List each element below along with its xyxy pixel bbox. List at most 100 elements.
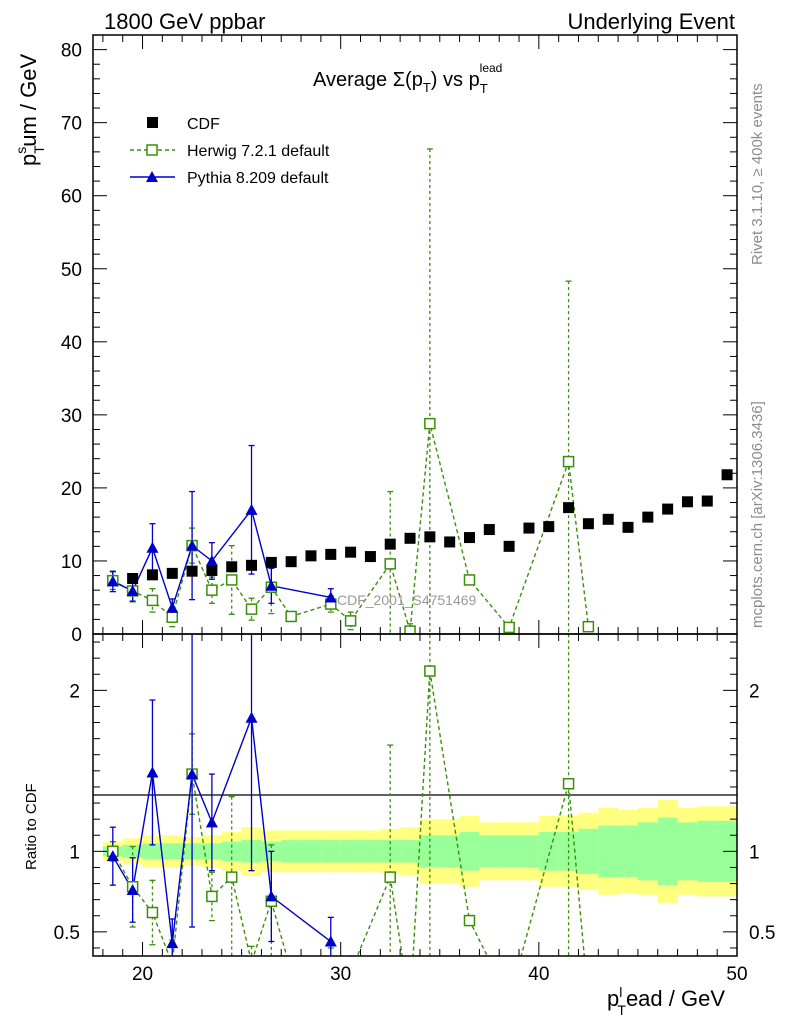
band-inner-bin: [360, 840, 381, 863]
pythia-point: [324, 591, 337, 603]
bands: [102, 799, 737, 903]
herwig-ratio-point: [405, 1003, 415, 1013]
band-inner-bin: [538, 832, 559, 871]
xlabel-sub: T: [617, 1002, 626, 1018]
herwig-point: [562, 455, 575, 468]
cdf-point: [384, 538, 396, 550]
herwig-point: [344, 615, 357, 627]
band-inner-bin: [439, 835, 460, 868]
herwig-point: [582, 620, 595, 633]
cdf-point: [463, 532, 475, 544]
cdf-point: [721, 469, 733, 481]
band-inner-bin: [598, 825, 619, 878]
cdf-point: [206, 564, 218, 576]
title-part-sub2: T: [480, 81, 488, 96]
title-part-vs: vs p: [437, 69, 479, 91]
title-part-sub: T: [423, 80, 431, 95]
y-tick-label: 10: [61, 552, 82, 573]
cdf-point: [681, 496, 693, 508]
herwig-ratio-point: [583, 996, 593, 1006]
cdf-point: [662, 503, 674, 515]
pythia-point: [205, 554, 218, 566]
band-inner-bin: [162, 843, 183, 860]
herwig-point: [225, 574, 238, 586]
band-inner-bin: [301, 840, 321, 863]
cdf-point: [186, 565, 198, 577]
ratio-tick-label-right: 0.5: [749, 923, 775, 944]
herwig-ratio-point: [463, 914, 476, 927]
legend-label-herwig: Herwig 7.2.1 default: [187, 143, 330, 160]
pythia-ratio-point: [205, 816, 218, 828]
cdf-point: [285, 556, 297, 568]
herwig-ratio-point: [247, 957, 257, 967]
herwig-point: [245, 603, 258, 615]
legend-marker-pythia: [146, 171, 158, 182]
pythia-point: [106, 575, 119, 587]
band-inner-bin: [657, 817, 678, 886]
cdf-point: [602, 513, 614, 525]
ratio-tick-label-right: 2: [749, 681, 760, 702]
xlabel-rest: ead / GeV: [626, 986, 725, 1011]
cdf-point: [701, 495, 713, 507]
cdf-point: [364, 551, 376, 563]
cdf-point: [127, 572, 139, 584]
side-label-rivet: Rivet 3.1.10, ≥ 400k events: [749, 83, 766, 265]
band-inner-bin: [677, 822, 698, 881]
band-inner-bin: [340, 840, 361, 863]
cdf-point: [146, 569, 158, 581]
y-tick-label: 80: [61, 41, 82, 62]
ratio-tick-label-left: 1: [69, 842, 80, 863]
cdf-point: [404, 532, 416, 544]
cdf-point: [483, 524, 495, 536]
title-part-a: Average: [313, 69, 393, 91]
y-tick-label: 20: [61, 479, 82, 500]
pythia-ratio-point: [126, 883, 139, 895]
pythia-ratio-point: [265, 890, 278, 902]
herwig-point: [463, 574, 476, 586]
ylabel-rest: um / GeV: [16, 54, 41, 147]
herwig-point: [206, 584, 218, 596]
y-tick-label: 0: [71, 625, 82, 646]
pythia-ratio-point: [166, 937, 179, 949]
ratio-tick-label-left: 2: [69, 681, 80, 702]
y-tick-label: 70: [61, 114, 82, 135]
band-inner-bin: [578, 828, 599, 874]
x-tick-label: 20: [132, 964, 153, 985]
title-part-close: ): [431, 69, 438, 91]
xlabel-p: p: [607, 986, 619, 1011]
herwig-point: [404, 625, 416, 634]
herwig-point: [146, 594, 159, 607]
cdf-point: [246, 559, 258, 571]
pythia-point: [146, 541, 159, 553]
cdf-point: [642, 511, 654, 523]
legend-label-cdf: CDF: [187, 116, 220, 133]
x-tick-label: 40: [528, 964, 549, 985]
band-inner-bin: [637, 822, 658, 881]
herwig-ratio-point: [167, 959, 177, 969]
ylabel-p: p: [16, 154, 41, 166]
title-part-sigma: Σ(p: [393, 69, 423, 91]
herwig-ratio-point: [286, 967, 296, 977]
x-tick-label: 30: [330, 964, 351, 985]
band-inner-bin: [459, 832, 480, 871]
pythia-point: [245, 503, 258, 515]
legend-label-pythia: Pythia 8.209 default: [187, 170, 329, 187]
herwig-ratio-point: [146, 906, 159, 919]
band-inner-bin: [479, 835, 500, 868]
legend-marker-herwig: [146, 144, 158, 156]
herwig-ratio-point: [206, 890, 218, 903]
band-inner-bin: [320, 840, 341, 863]
cdf-point: [543, 521, 555, 533]
herwig-ratio-point: [504, 994, 514, 1004]
pythia-ratio-point: [106, 850, 119, 862]
cdf-point: [563, 502, 575, 514]
bottom-panel-frame: [92, 633, 738, 957]
watermark: CDF_2001_S4751469: [337, 592, 477, 608]
cdf-point: [503, 540, 515, 552]
ratio-tick-label-right: 1: [749, 842, 760, 863]
y-tick-label: 40: [61, 333, 82, 354]
herwig-point: [285, 610, 297, 623]
herwig-ratio-point: [384, 871, 396, 883]
